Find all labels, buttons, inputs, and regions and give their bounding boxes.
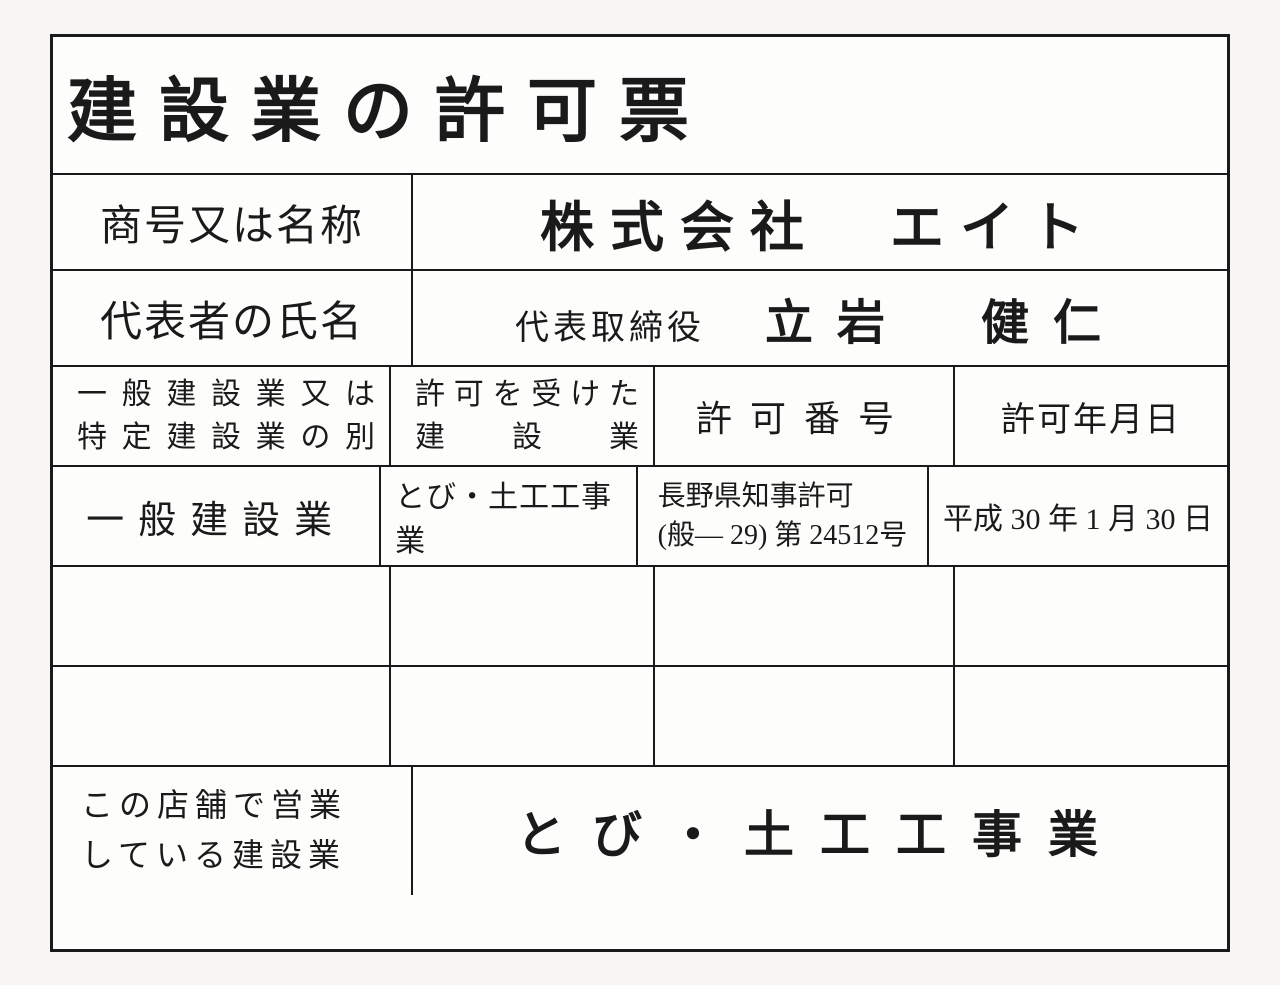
grid-data-row: [53, 567, 1227, 667]
certificate-title: 建設業の許可票: [67, 55, 711, 156]
representative-row: 代表者の氏名 代表取締役 立岩 健仁: [53, 271, 1227, 367]
title-row: 建設業の許可票: [53, 37, 1227, 175]
bottom-label: この店舗で営業 している建設業: [67, 781, 397, 880]
header-business: 許可を受けた 建 設 業: [405, 373, 639, 460]
representative-name: 立岩 健仁: [765, 283, 1125, 353]
company-name: 株式会社 エイト: [427, 183, 1213, 262]
cell-permit-date: 平成 30 年 1 月 30 日: [943, 494, 1213, 538]
grid-header-row: 一般建設業又は 特定建設業の別 許可を受けた 建 設 業 許可番号 許可年月日: [53, 367, 1227, 467]
cell-type: 一般建設業: [86, 489, 346, 544]
bottom-business: とび・土工工事業: [427, 795, 1213, 867]
grid-data-row: [53, 667, 1227, 767]
company-label: 商号又は名称: [100, 192, 364, 253]
header-permit-number: 許可番号: [696, 390, 912, 442]
header-type: 一般建設業又は 特定建設業の別: [67, 373, 375, 460]
permit-certificate: 建設業の許可票 商号又は名称 株式会社 エイト 代表者の氏名 代表取締役 立岩 …: [50, 34, 1230, 952]
cell-permit-number: 長野県知事許可 (般― 29) 第 24512号: [652, 477, 913, 555]
representative-title: 代表取締役: [515, 300, 705, 349]
representative-label: 代表者の氏名: [100, 288, 364, 349]
grid-data-row: 一般建設業 とび・土工工事業 長野県知事許可 (般― 29) 第 24512号 …: [53, 467, 1227, 567]
cell-business: とび・土工工事業: [395, 472, 622, 560]
header-permit-date: 許可年月日: [1001, 392, 1181, 441]
company-row: 商号又は名称 株式会社 エイト: [53, 175, 1227, 271]
bottom-row: この店舗で営業 している建設業 とび・土工工事業: [53, 767, 1227, 895]
